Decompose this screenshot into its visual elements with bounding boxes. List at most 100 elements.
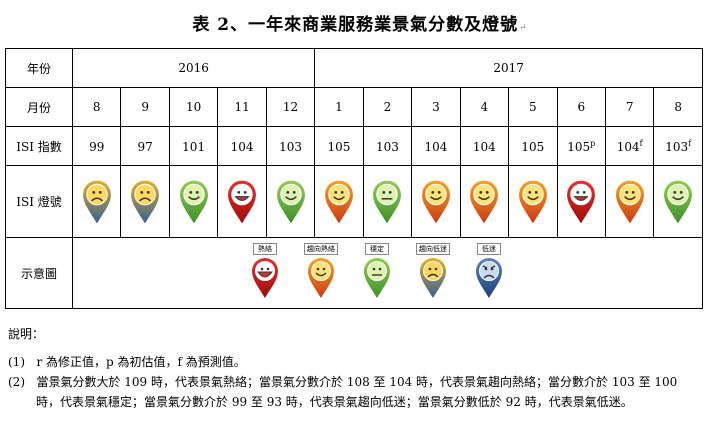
lamp-cell (508, 165, 558, 238)
index-value: 105 (567, 139, 591, 154)
index-suffix: f (639, 138, 643, 148)
month-cell: 7 (604, 87, 655, 127)
lamp-cell (120, 165, 170, 238)
index-value: 104 (424, 139, 448, 154)
lamp-cell (217, 165, 267, 238)
year-label: 年份 (5, 48, 73, 88)
lamp-cell (459, 165, 510, 238)
lamp-cell (265, 165, 316, 238)
lamp-cell (604, 165, 655, 238)
index-value: 101 (182, 139, 206, 154)
lamp-pin-icon (121, 179, 168, 225)
index-value: 104 (616, 139, 640, 154)
index-suffix: f (688, 138, 692, 148)
lamp-cell (314, 165, 364, 238)
note-2: (2) 當景氣分數大於 109 時，代表景氣熱絡；當景氣分數介於 108 至 1… (8, 375, 678, 389)
legend-item: 趨向熱絡 (301, 240, 341, 299)
index-cell: 103 (362, 126, 413, 166)
legend-pin-icon (469, 257, 509, 299)
lamp-pin-icon (267, 179, 314, 225)
index-value: 104 (230, 139, 254, 154)
month-cell: 2 (362, 87, 413, 127)
index-cell: 105 (314, 126, 364, 166)
lamp-pin-icon (461, 179, 508, 225)
month-row: 月份 8 9 10 11 12 1 2 3 4 5 6 7 8 (5, 87, 703, 127)
index-value: 97 (137, 139, 153, 154)
index-label: ISI 指數 (5, 126, 73, 166)
index-value: 103 (375, 139, 399, 154)
index-cell: 104 (459, 126, 510, 166)
index-value: 105 (327, 139, 351, 154)
index-cell: 104 (411, 126, 461, 166)
lamp-pin-icon (73, 179, 120, 225)
legend-item: 趨向低迷 (413, 240, 453, 299)
year-row: 年份 2016 2017 (5, 48, 703, 88)
notes: 說明： (1) r 為修正值，p 為初估值，f 為預測值。 (2) 當景氣分數大… (8, 324, 708, 412)
index-suffix: p (590, 138, 596, 148)
lamp-cell (168, 165, 219, 238)
lamp-pin-icon (412, 179, 459, 225)
month-cell: 12 (265, 87, 316, 127)
index-cell: 104f (604, 126, 655, 166)
index-cell: 105 (508, 126, 558, 166)
lamp-cell (653, 165, 703, 238)
month-cell: 5 (508, 87, 558, 127)
legend-item: 低迷 (469, 240, 509, 299)
note-2-cont: 時，代表景氣穩定；當景氣分數介於 99 至 93 時，代表景氣趨向低迷；當景氣分… (36, 395, 633, 409)
legend-cell: 熱絡 趨向熱絡 穩定 趨向低迷 低迷 (72, 237, 703, 309)
month-cell: 4 (459, 87, 510, 127)
lamp-pin-icon (218, 179, 265, 225)
lamp-pin-icon (509, 179, 556, 225)
month-cell: 3 (411, 87, 461, 127)
lamp-pin-icon (654, 179, 702, 225)
index-cell: 101 (168, 126, 219, 166)
year-2017: 2017 (314, 48, 703, 88)
index-cell: 97 (120, 126, 170, 166)
document-title: 表 2、一年來商業服務業景氣分數及燈號↵ (192, 15, 528, 35)
lamp-pin-icon (558, 179, 605, 225)
lamp-label: ISI 燈號 (5, 165, 73, 238)
legend-tag: 趨向熱絡 (304, 243, 338, 255)
legend-row: 示意圖 熱絡 趨向熱絡 穩定 趨向低迷 低迷 (5, 237, 703, 309)
legend-wrap: 熱絡 趨向熱絡 穩定 趨向低迷 低迷 (73, 238, 702, 308)
isi-table: 年份 2016 2017 月份 8 9 10 11 12 1 2 3 4 5 6 7 8 ISI 指數 … (5, 48, 703, 309)
lamp-row: ISI 燈號 (5, 165, 703, 238)
lamp-pin-icon (606, 179, 653, 225)
index-value: 103 (279, 139, 302, 154)
lamp-cell (556, 165, 606, 238)
lamp-cell (362, 165, 413, 238)
lamp-cell (71, 165, 122, 238)
index-value: 105 (521, 139, 545, 154)
month-cell: 8 (653, 87, 703, 127)
index-value: 104 (472, 139, 496, 154)
notes-head: 說明： (8, 327, 45, 341)
lamp-pin-icon (315, 179, 362, 225)
legend-tag: 穩定 (365, 243, 389, 255)
legend-tag: 低迷 (477, 243, 501, 255)
month-cell: 10 (168, 87, 219, 127)
lamp-pin-icon (364, 179, 411, 225)
legend-item: 熱絡 (245, 240, 285, 299)
title-text: 表 2、一年來商業服務業景氣分數及燈號 (192, 15, 519, 35)
month-label: 月份 (5, 87, 73, 127)
month-cell: 1 (314, 87, 364, 127)
note-1: (1) r 為修正值，p 為初估值，f 為預測值。 (8, 355, 246, 369)
legend-item: 穩定 (357, 240, 397, 299)
legend-pin-icon (245, 257, 285, 299)
month-cell: 9 (120, 87, 170, 127)
index-value: 103 (665, 139, 689, 154)
index-row: ISI 指數 99 97 101 104 103 105 103 104 104 105 105p 1… (5, 126, 703, 166)
month-cell: 6 (556, 87, 606, 127)
legend-tag: 熱絡 (253, 243, 277, 255)
legend-pin-icon (413, 257, 453, 299)
lamp-cell (411, 165, 461, 238)
index-cell: 103 (265, 126, 316, 166)
index-cell: 99 (71, 126, 122, 166)
legend-tag: 趨向低迷 (416, 243, 450, 255)
year-2016: 2016 (71, 48, 316, 88)
month-cell: 8 (71, 87, 122, 127)
index-cell: 103f (653, 126, 703, 166)
legend-pin-icon (357, 257, 397, 299)
demo-label: 示意圖 (5, 237, 73, 309)
index-cell: 104 (217, 126, 267, 166)
